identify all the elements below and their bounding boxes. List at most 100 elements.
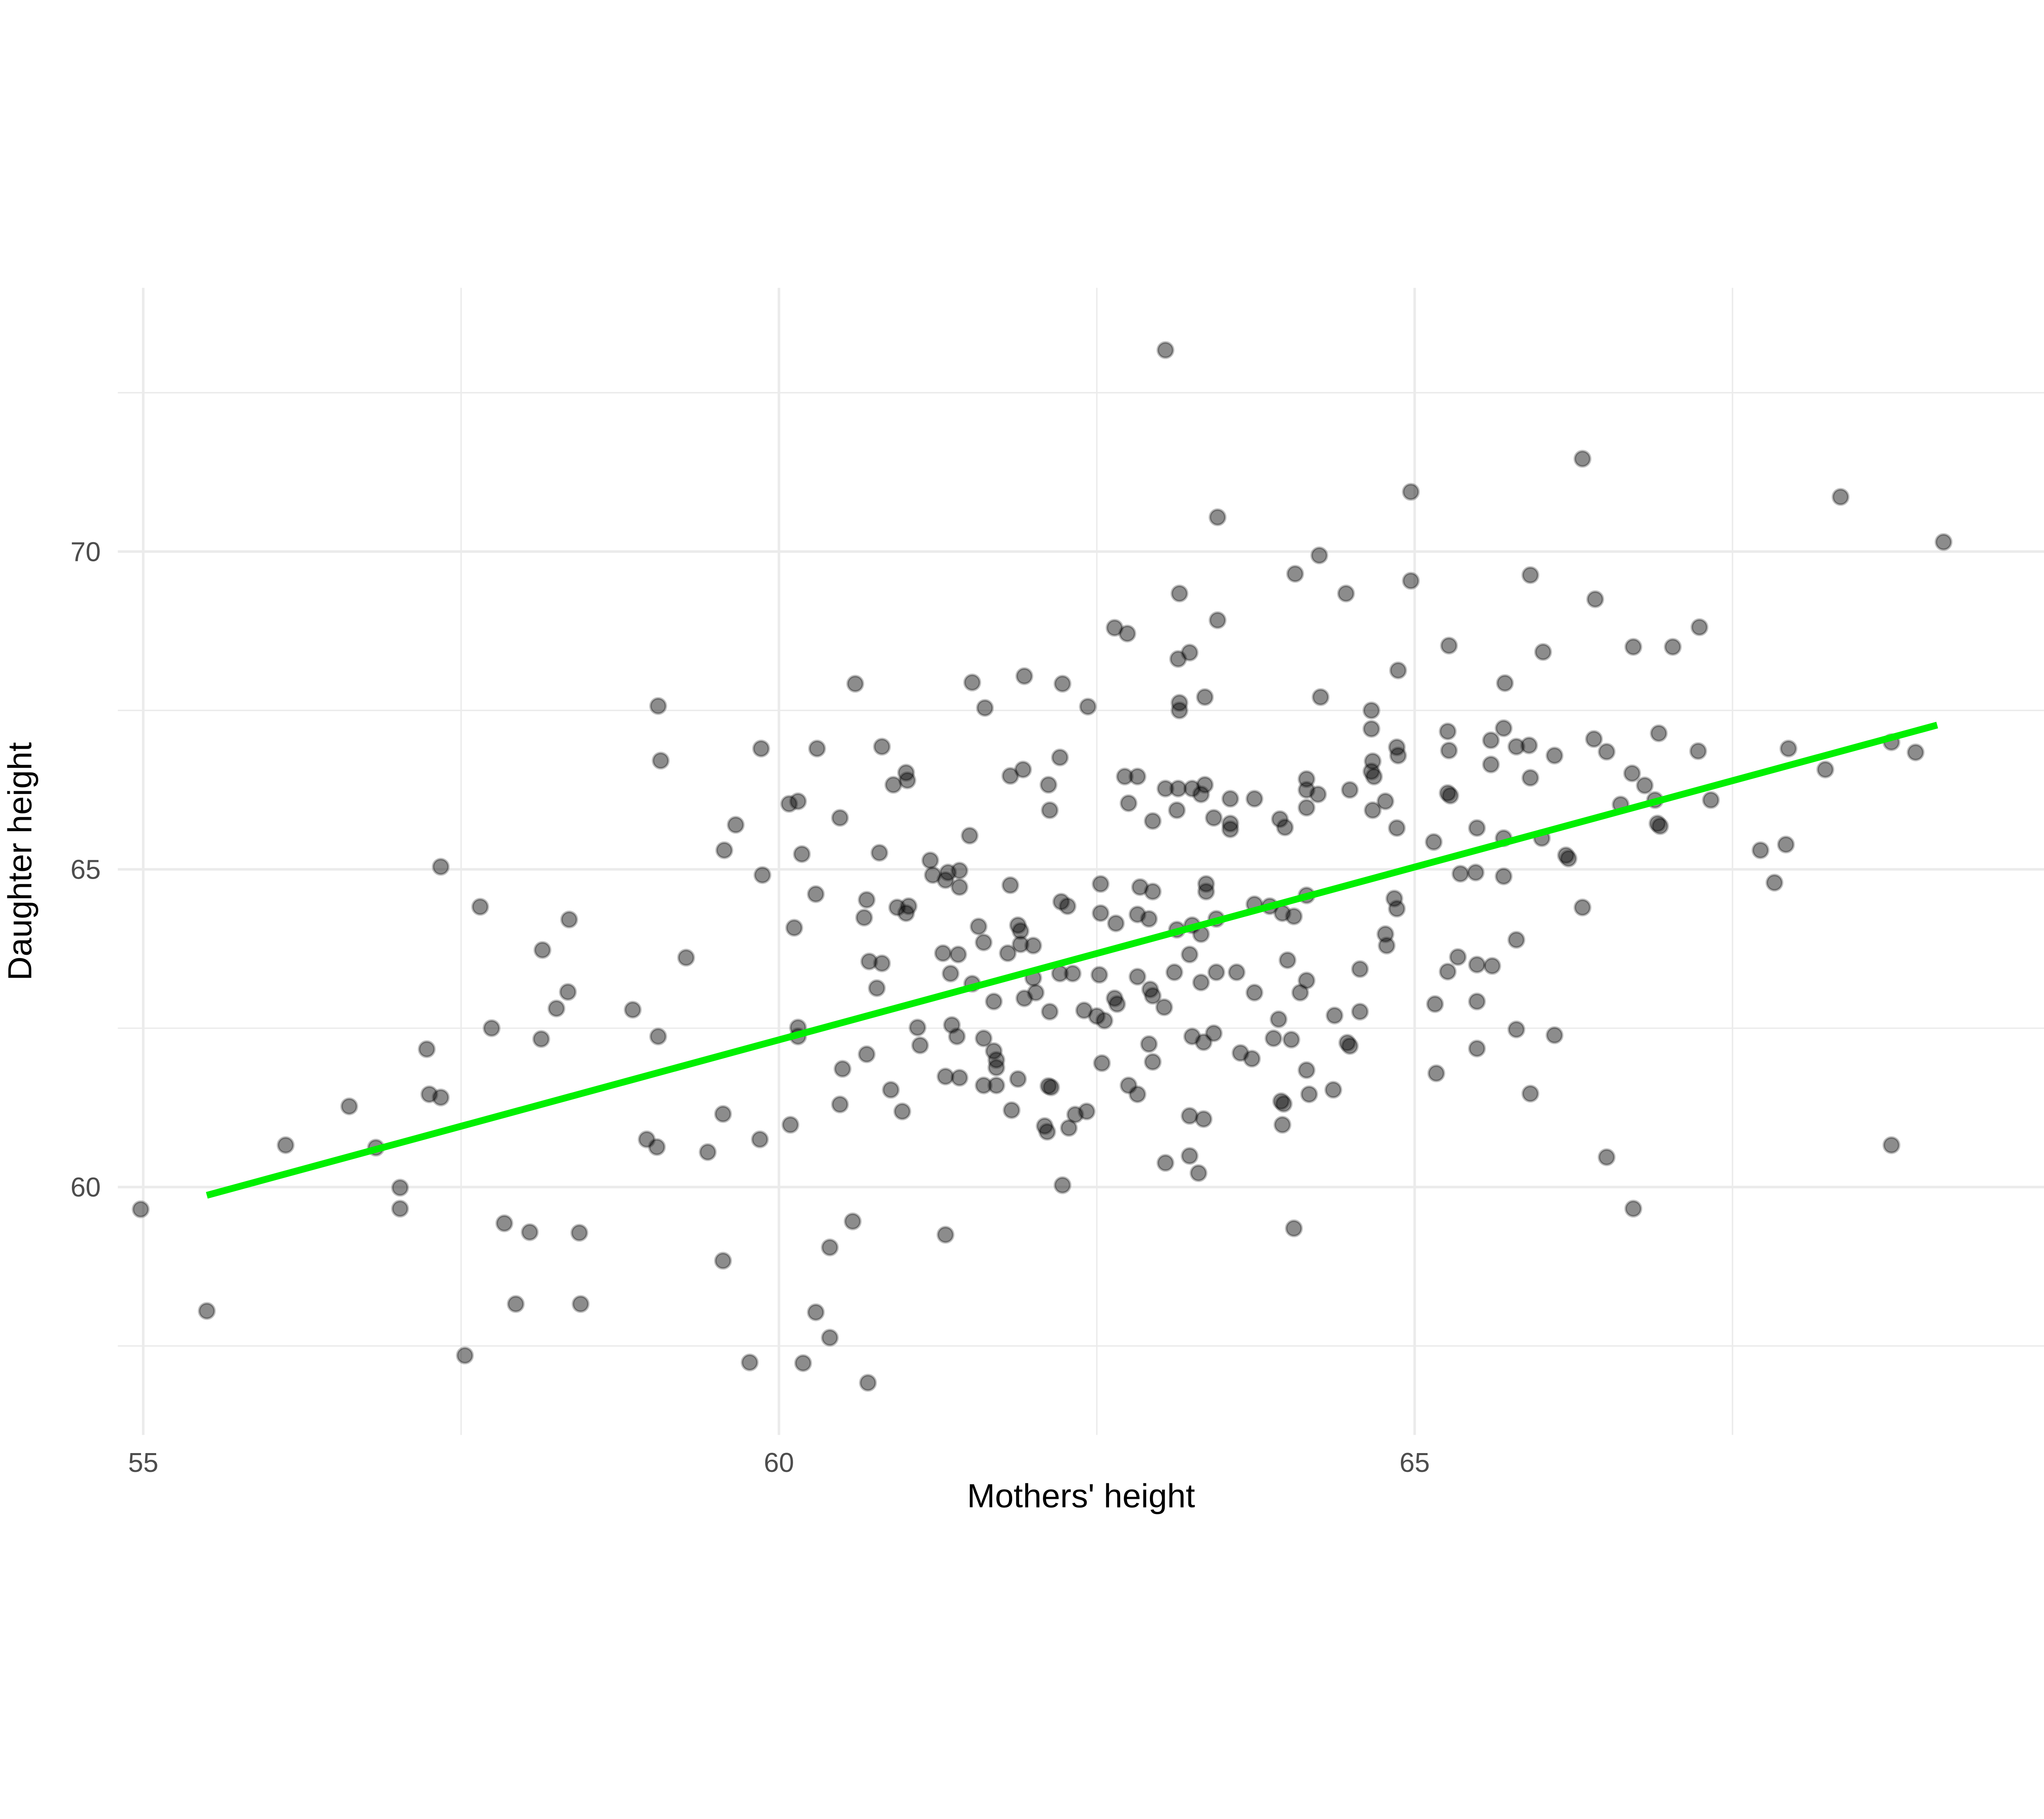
data-point — [948, 1027, 966, 1045]
data-point — [1035, 1117, 1054, 1135]
data-point — [532, 1030, 550, 1048]
data-point — [1026, 983, 1045, 1002]
data-point — [820, 1328, 839, 1347]
data-point — [1105, 619, 1124, 637]
data-point — [1559, 849, 1578, 868]
data-point — [1573, 898, 1591, 917]
x-axis-title: Mothers' height — [967, 1478, 1195, 1515]
data-point — [911, 1036, 929, 1054]
data-point — [1041, 801, 1059, 819]
data-point — [949, 945, 967, 964]
y-axis-tick-labels: 60 65 70 — [70, 537, 101, 1202]
data-point — [1300, 1085, 1318, 1104]
data-point — [391, 1200, 409, 1218]
data-point — [789, 792, 807, 810]
data-point — [1181, 1107, 1199, 1125]
data-point — [1207, 963, 1226, 981]
data-point — [1298, 770, 1316, 788]
data-point — [897, 904, 915, 922]
data-point — [1015, 989, 1033, 1007]
data-point — [1521, 769, 1540, 787]
data-point — [1598, 1148, 1616, 1166]
data-point — [752, 740, 770, 758]
data-point — [860, 952, 879, 971]
data-point — [950, 878, 968, 896]
data-point — [1545, 1026, 1564, 1044]
data-point — [1128, 767, 1147, 786]
data-point — [677, 949, 695, 967]
data-point — [1310, 546, 1329, 565]
x-tick-label-65: 65 — [1399, 1448, 1430, 1478]
data-point — [859, 1374, 877, 1392]
data-point — [1298, 798, 1316, 817]
data-point — [1088, 1007, 1106, 1025]
data-point — [520, 1223, 539, 1241]
data-point — [1507, 738, 1526, 756]
data-point — [1468, 955, 1486, 974]
data-point — [1192, 973, 1210, 991]
data-point — [1545, 747, 1564, 765]
data-point — [482, 1019, 501, 1037]
data-point — [1521, 1085, 1540, 1103]
data-point — [1119, 794, 1138, 812]
data-point — [1181, 1147, 1199, 1165]
data-point — [1388, 819, 1406, 837]
data-point — [1128, 967, 1147, 986]
data-point — [1362, 701, 1381, 720]
data-point — [1363, 752, 1382, 770]
data-point — [1015, 667, 1033, 685]
data-point — [1388, 738, 1406, 756]
data-point — [831, 809, 849, 827]
data-point — [559, 983, 577, 1001]
data-point — [1285, 907, 1303, 926]
data-point — [1311, 688, 1330, 706]
data-point — [888, 898, 906, 917]
data-point — [1495, 719, 1513, 738]
data-point — [648, 1138, 666, 1156]
data-point — [936, 1226, 955, 1244]
data-point — [1468, 1039, 1486, 1058]
data-point — [1052, 893, 1070, 911]
data-point — [1449, 948, 1467, 966]
data-point — [1338, 1034, 1356, 1052]
data-point — [939, 864, 957, 881]
data-point — [1451, 865, 1470, 883]
data-point — [652, 751, 670, 770]
data-point — [1208, 508, 1227, 526]
data-point — [846, 675, 864, 693]
data-point — [1189, 1164, 1208, 1182]
data-point — [132, 1200, 150, 1218]
data-point — [873, 954, 891, 973]
data-point — [882, 1081, 900, 1099]
data-point — [1273, 1116, 1291, 1134]
data-point — [1427, 1064, 1446, 1082]
data-point — [898, 771, 917, 790]
data-point — [1636, 776, 1654, 794]
data-point — [855, 908, 873, 927]
data-point — [638, 1130, 656, 1148]
data-point — [1651, 817, 1669, 835]
data-point — [1245, 790, 1264, 808]
data-point — [1128, 1085, 1147, 1104]
data-point — [1118, 624, 1136, 643]
data-point — [1205, 1024, 1223, 1043]
data-point — [785, 919, 803, 937]
data-point — [831, 1095, 849, 1114]
data-point — [1091, 904, 1110, 922]
y-axis-title: Daughter height — [1, 742, 38, 980]
data-point — [950, 861, 968, 880]
data-point — [1091, 875, 1110, 893]
data-point — [936, 1068, 955, 1086]
data-point — [1143, 1053, 1162, 1071]
data-point — [1534, 643, 1552, 661]
data-point — [1389, 747, 1407, 765]
data-point — [649, 697, 667, 715]
data-point — [1053, 675, 1071, 693]
y-tick-label-65: 65 — [70, 855, 101, 885]
data-point — [340, 1097, 359, 1115]
data-point — [985, 992, 1003, 1011]
data-point — [1116, 767, 1134, 786]
data-point — [1324, 1081, 1342, 1099]
data-point — [1521, 566, 1540, 584]
data-point — [873, 738, 891, 756]
